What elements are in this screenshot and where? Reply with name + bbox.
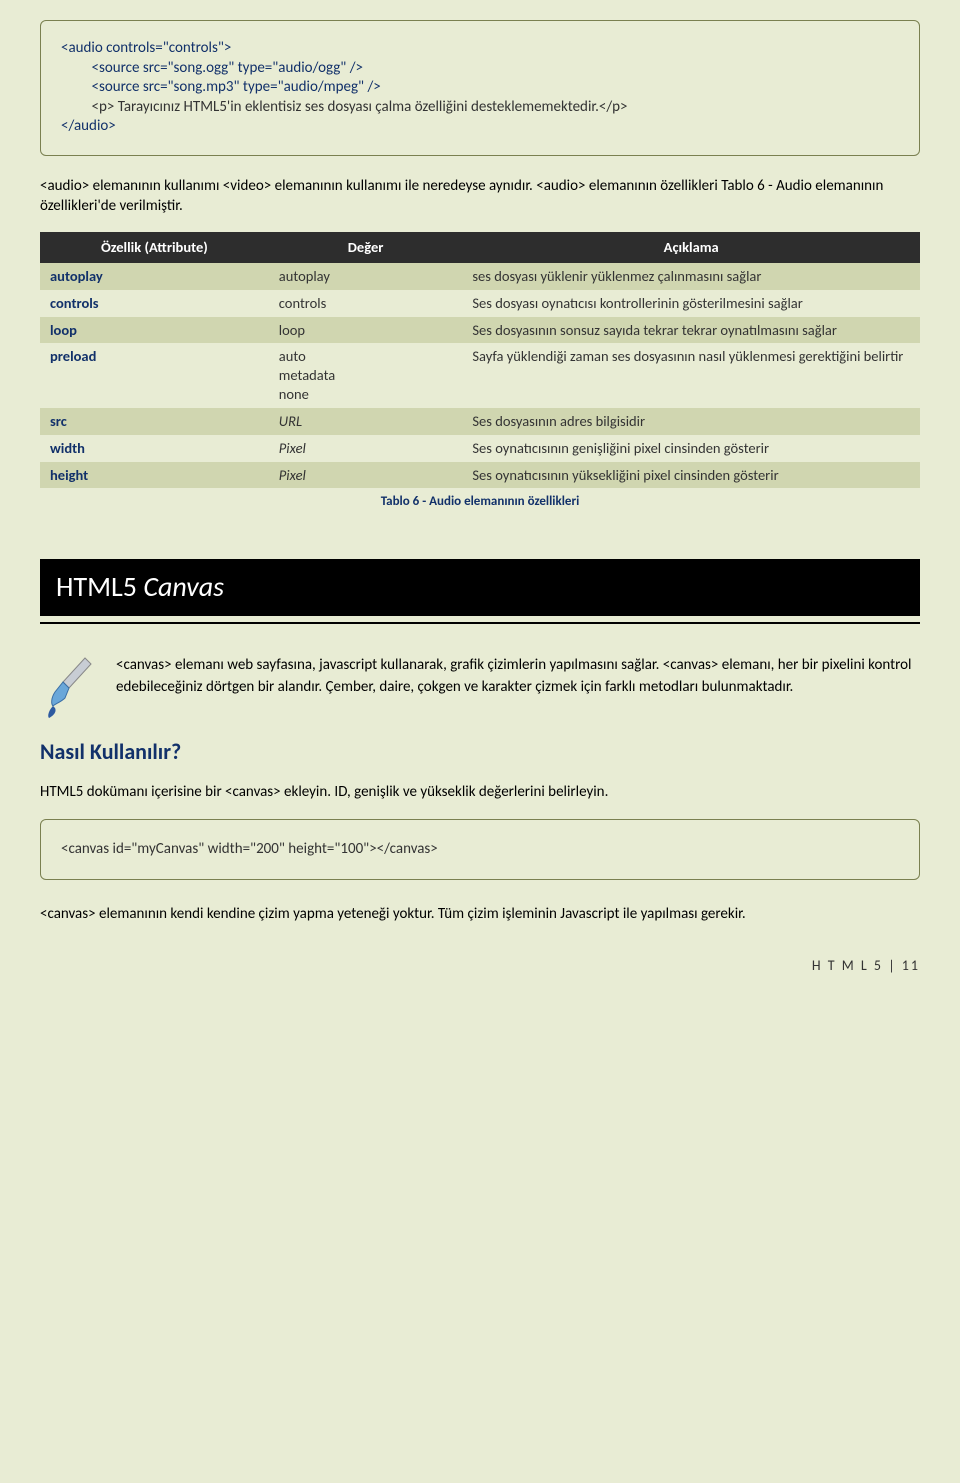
code-line: <source src="song.mp3" type="audio/mpeg"… <box>61 78 381 96</box>
canvas-intro-text: <canvas> elemanı web sayfasına, javascri… <box>116 654 920 699</box>
attr-value: autoplay <box>269 263 463 290</box>
table-row: controls controls Ses dosyası oynatıcısı… <box>40 290 920 317</box>
table-header: Özellik (Attribute) <box>40 232 269 263</box>
attr-desc: Sayfa yüklendiği zaman ses dosyasının na… <box>462 343 920 408</box>
heading-italic: Canvas <box>143 569 224 604</box>
table-row: preload auto metadata none Sayfa yüklend… <box>40 343 920 408</box>
attr-name: autoplay <box>40 263 269 290</box>
table-row: height Pixel Ses oynatıcısının yüksekliğ… <box>40 462 920 489</box>
attr-desc: Ses dosyasının sonsuz sayıda tekrar tekr… <box>462 317 920 344</box>
audio-attributes-table: Özellik (Attribute) Değer Açıklama autop… <box>40 232 920 488</box>
attr-desc: ses dosyası yüklenir yüklenmez çalınması… <box>462 263 920 290</box>
page-footer: H T M L 5 | 11 <box>40 957 920 975</box>
attr-value: Pixel <box>269 435 463 462</box>
code-block-canvas: <canvas id="myCanvas" width="200" height… <box>40 819 920 881</box>
closing-paragraph: <canvas> elemanının kendi kendine çizim … <box>40 900 920 929</box>
table-caption: Tablo 6 - Audio elemanının özellikleri <box>40 488 920 541</box>
attr-desc: Ses dosyası oynatıcısı kontrollerinin gö… <box>462 290 920 317</box>
table-row: loop loop Ses dosyasının sonsuz sayıda t… <box>40 317 920 344</box>
attr-name: preload <box>40 343 269 408</box>
heading-underline <box>40 622 920 624</box>
attr-name: loop <box>40 317 269 344</box>
usage-line: HTML5 dokümanı içerisine bir <canvas> ek… <box>40 782 920 802</box>
attr-desc: Ses oynatıcısının genişliğini pixel cins… <box>462 435 920 462</box>
table-header: Değer <box>269 232 463 263</box>
intro-paragraph: <audio> elemanının kullanımı <video> ele… <box>40 176 920 217</box>
code-line: <canvas id="myCanvas" width="200" height… <box>61 840 438 858</box>
paintbrush-icon <box>40 654 98 724</box>
table-row: autoplay autoplay ses dosyası yüklenir y… <box>40 263 920 290</box>
attr-desc: Ses oynatıcısının yüksekliğini pixel cin… <box>462 462 920 489</box>
attr-desc: Ses dosyasının adres bilgisidir <box>462 408 920 435</box>
table-row: src URL Ses dosyasının adres bilgisidir <box>40 408 920 435</box>
code-line: <audio controls="controls"> <box>61 39 231 57</box>
attr-name: width <box>40 435 269 462</box>
attr-value: auto metadata none <box>269 343 463 408</box>
code-line: <p> Tarayıcınız HTML5'in eklentisiz ses … <box>61 98 628 116</box>
table-header-row: Özellik (Attribute) Değer Açıklama <box>40 232 920 263</box>
attr-name: src <box>40 408 269 435</box>
attr-name: height <box>40 462 269 489</box>
section-heading-canvas: HTML5 Canvas <box>40 559 920 615</box>
attr-value: URL <box>269 408 463 435</box>
attr-value: loop <box>269 317 463 344</box>
code-line: </audio> <box>61 117 116 135</box>
table-row: width Pixel Ses oynatıcısının genişliğin… <box>40 435 920 462</box>
attr-value: Pixel <box>269 462 463 489</box>
canvas-intro-row: <canvas> elemanı web sayfasına, javascri… <box>40 654 920 724</box>
table-header: Açıklama <box>462 232 920 263</box>
attr-name: controls <box>40 290 269 317</box>
attr-value: controls <box>269 290 463 317</box>
heading-bold: HTML5 <box>56 569 143 604</box>
code-line: <source src="song.ogg" type="audio/ogg" … <box>61 59 363 77</box>
code-block-audio: <audio controls="controls"> <source src=… <box>40 20 920 156</box>
sub-heading-usage: Nasıl Kullanılır? <box>40 738 920 767</box>
